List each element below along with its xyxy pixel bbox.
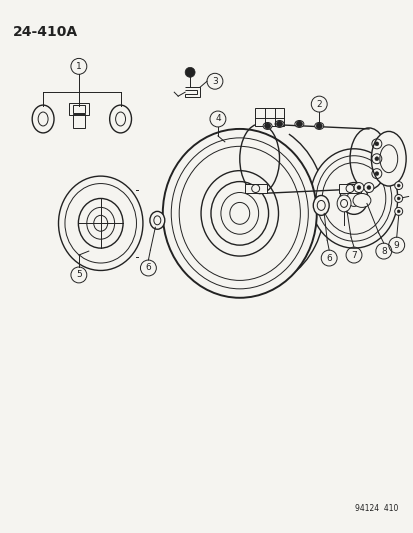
Text: 5: 5 [76, 270, 81, 279]
Ellipse shape [229, 203, 249, 224]
Ellipse shape [154, 216, 160, 225]
Text: 6: 6 [145, 263, 151, 272]
Bar [73, 105, 85, 113]
Circle shape [394, 207, 402, 215]
Circle shape [394, 182, 402, 190]
Circle shape [366, 185, 370, 190]
Ellipse shape [379, 145, 397, 173]
Ellipse shape [78, 198, 123, 248]
Ellipse shape [352, 193, 370, 207]
Bar [69, 103, 88, 115]
Circle shape [374, 142, 378, 146]
Text: 94124  410: 94124 410 [354, 504, 398, 513]
Text: 8: 8 [380, 247, 386, 256]
Ellipse shape [65, 183, 136, 263]
Ellipse shape [294, 120, 303, 127]
Ellipse shape [321, 163, 385, 234]
Ellipse shape [346, 190, 360, 206]
Circle shape [394, 195, 402, 203]
Bar [73, 114, 85, 128]
Circle shape [363, 183, 373, 192]
Circle shape [396, 197, 399, 200]
Ellipse shape [211, 182, 268, 245]
Text: 24-410A: 24-410A [13, 25, 78, 38]
Ellipse shape [313, 196, 328, 215]
Ellipse shape [93, 215, 107, 231]
Circle shape [396, 210, 399, 213]
Ellipse shape [274, 120, 283, 127]
Circle shape [264, 123, 270, 129]
Ellipse shape [179, 147, 300, 280]
Bar [244, 183, 266, 193]
Circle shape [356, 185, 360, 190]
Ellipse shape [87, 207, 114, 239]
Circle shape [396, 184, 399, 187]
Text: 1: 1 [76, 62, 81, 71]
Text: 4: 4 [215, 115, 220, 124]
Ellipse shape [201, 171, 278, 256]
Circle shape [185, 67, 195, 77]
Circle shape [374, 172, 378, 175]
Text: 7: 7 [350, 251, 356, 260]
Ellipse shape [221, 192, 258, 234]
Text: 2: 2 [316, 100, 321, 109]
Ellipse shape [58, 176, 142, 270]
Ellipse shape [171, 138, 308, 289]
Ellipse shape [316, 156, 391, 241]
Bar [338, 183, 360, 193]
Text: 9: 9 [393, 240, 399, 249]
Ellipse shape [310, 149, 397, 248]
Circle shape [296, 121, 301, 127]
Text: 6: 6 [325, 254, 331, 263]
Circle shape [316, 123, 321, 129]
Circle shape [374, 157, 378, 161]
Circle shape [276, 121, 282, 127]
Ellipse shape [162, 129, 316, 298]
Circle shape [353, 183, 363, 192]
Ellipse shape [340, 199, 347, 207]
Ellipse shape [150, 212, 164, 229]
Ellipse shape [370, 132, 405, 186]
Ellipse shape [314, 123, 323, 130]
Bar [254, 108, 284, 126]
Ellipse shape [263, 123, 271, 130]
Ellipse shape [316, 200, 325, 211]
Ellipse shape [336, 195, 350, 212]
Text: 3: 3 [211, 77, 217, 86]
Ellipse shape [339, 183, 367, 214]
